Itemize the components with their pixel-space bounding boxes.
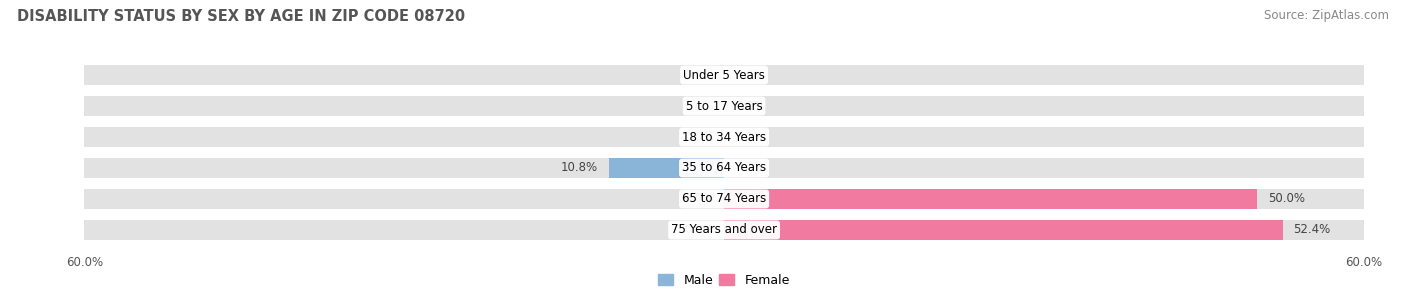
Text: 0.0%: 0.0% <box>735 99 765 113</box>
Text: 0.0%: 0.0% <box>683 224 713 236</box>
Bar <box>84 189 1364 209</box>
Text: 65 to 74 Years: 65 to 74 Years <box>682 192 766 206</box>
Text: 0.0%: 0.0% <box>683 192 713 206</box>
Bar <box>724 189 1257 209</box>
Text: 0.0%: 0.0% <box>683 99 713 113</box>
Text: 52.4%: 52.4% <box>1294 224 1330 236</box>
Text: 0.0%: 0.0% <box>735 131 765 144</box>
Bar <box>84 127 1364 147</box>
Text: DISABILITY STATUS BY SEX BY AGE IN ZIP CODE 08720: DISABILITY STATUS BY SEX BY AGE IN ZIP C… <box>17 9 465 24</box>
Text: Under 5 Years: Under 5 Years <box>683 69 765 81</box>
Legend: Male, Female: Male, Female <box>658 274 790 287</box>
Bar <box>84 220 1364 239</box>
Text: 18 to 34 Years: 18 to 34 Years <box>682 131 766 144</box>
Bar <box>84 96 1364 116</box>
Text: Source: ZipAtlas.com: Source: ZipAtlas.com <box>1264 9 1389 22</box>
Bar <box>609 158 724 178</box>
Text: 10.8%: 10.8% <box>561 161 599 174</box>
Bar <box>84 66 1364 85</box>
Bar <box>724 220 1282 239</box>
Text: 0.0%: 0.0% <box>735 69 765 81</box>
Text: 0.0%: 0.0% <box>735 161 765 174</box>
Text: 75 Years and over: 75 Years and over <box>671 224 778 236</box>
Bar <box>84 158 1364 178</box>
Text: 35 to 64 Years: 35 to 64 Years <box>682 161 766 174</box>
Text: 50.0%: 50.0% <box>1268 192 1305 206</box>
Text: 0.0%: 0.0% <box>683 131 713 144</box>
Text: 0.0%: 0.0% <box>683 69 713 81</box>
Text: 5 to 17 Years: 5 to 17 Years <box>686 99 762 113</box>
